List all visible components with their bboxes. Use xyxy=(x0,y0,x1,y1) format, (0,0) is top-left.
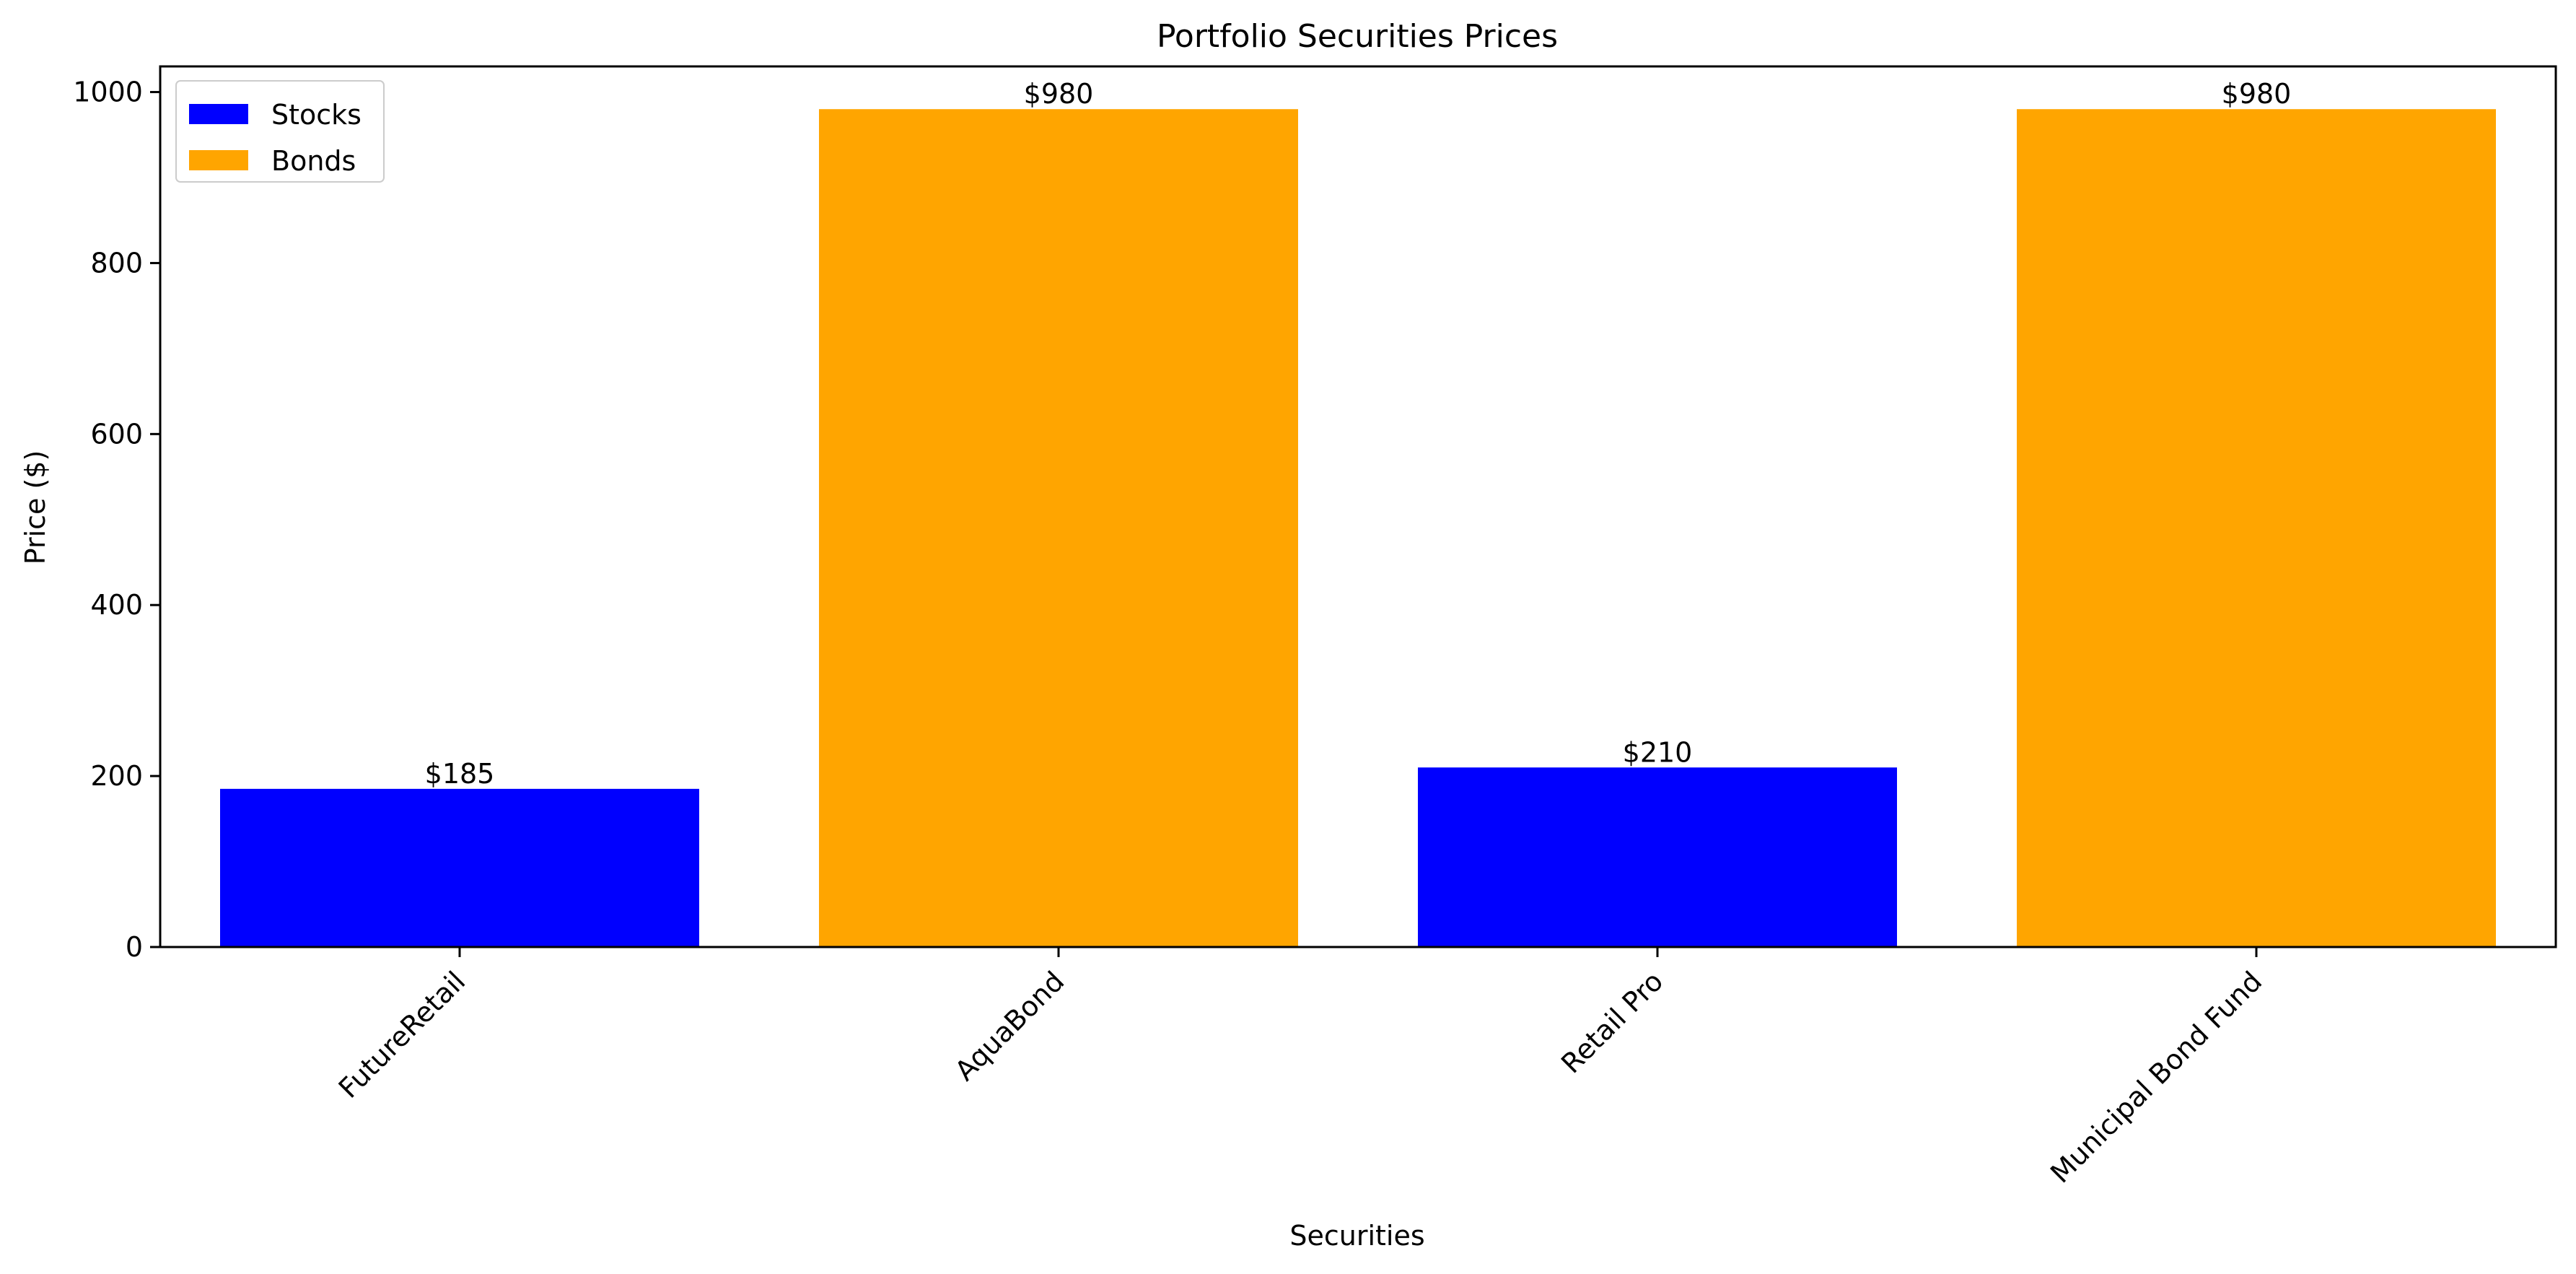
bars-layer: $185 $980 $210 $980 xyxy=(220,78,2496,948)
y-tick-label: 0 xyxy=(126,931,143,963)
bar-futureretail xyxy=(220,788,699,947)
x-tick-label: Municipal Bond Fund xyxy=(2044,965,2268,1189)
legend-label-stocks: Stocks xyxy=(271,99,362,131)
y-tick-label: 400 xyxy=(90,589,143,621)
legend-label-bonds: Bonds xyxy=(271,145,356,177)
legend-swatch-bonds xyxy=(189,150,248,170)
bar-value-label: $185 xyxy=(425,758,495,790)
chart-title: Portfolio Securities Prices xyxy=(1157,18,1558,55)
y-axis-label: Price ($) xyxy=(19,450,51,565)
bar-retail-pro xyxy=(1418,767,1897,947)
bar-value-label: $210 xyxy=(1623,736,1693,768)
bar-value-label: $980 xyxy=(1024,78,1094,110)
y-tick-label: 600 xyxy=(90,418,143,450)
bar-value-label: $980 xyxy=(2222,78,2292,110)
x-tick-label: AquaBond xyxy=(949,965,1071,1087)
bar-aquabond xyxy=(819,109,1298,948)
y-tick-label: 800 xyxy=(90,247,143,279)
bar-municipal-bond-fund xyxy=(2017,109,2496,948)
plot-frame xyxy=(159,65,2557,948)
x-axis-label: Securities xyxy=(1289,1220,1424,1252)
y-tick-label: 200 xyxy=(90,760,143,792)
legend: Stocks Bonds xyxy=(175,80,385,183)
legend-swatch-stocks xyxy=(189,104,248,124)
x-tick-label: FutureRetail xyxy=(333,965,472,1104)
x-tick-label: Retail Pro xyxy=(1555,965,1669,1079)
y-tick-label: 1000 xyxy=(73,77,143,108)
